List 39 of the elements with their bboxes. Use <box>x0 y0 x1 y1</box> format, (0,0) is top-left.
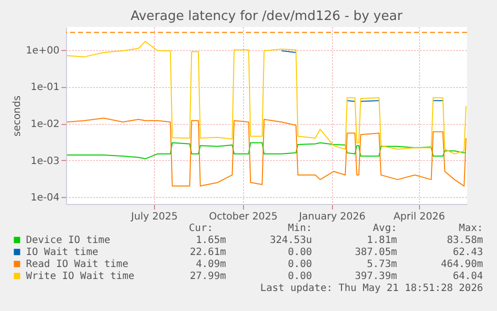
text: 1.65m <box>196 235 226 246</box>
text: 397.39m <box>354 271 397 282</box>
text: 324.53u <box>270 235 312 246</box>
text: 0.00 <box>288 271 312 282</box>
text: 0.00 <box>288 247 312 258</box>
text: 27.99m <box>190 271 226 282</box>
text: Min: <box>288 223 312 234</box>
y-tick-label: 1e-01 <box>30 82 60 94</box>
text: 83.58m <box>446 235 483 246</box>
text: Cur: <box>188 223 213 234</box>
text: 4.09m <box>196 259 226 270</box>
text: 1.81m <box>366 235 397 246</box>
text: 5.73m <box>366 259 397 270</box>
text: Last update: Thu May 21 18:51:28 2026 <box>260 283 483 294</box>
line-series <box>66 142 467 160</box>
text: 64.04 <box>452 271 483 282</box>
legend-label: Write IO Wait time <box>26 271 134 282</box>
y-tick-label: 1e-04 <box>30 192 60 204</box>
legend-label: IO Wait time <box>26 247 98 258</box>
y-tick-label: 1e-03 <box>30 156 60 167</box>
text: 0.00 <box>288 259 312 270</box>
x-tick-label: July 2025 <box>130 212 178 222</box>
y-tick-label: 1e+00 <box>26 45 60 56</box>
y-tick-label: 1e-02 <box>30 119 60 130</box>
text: Max: <box>458 223 483 234</box>
x-tick-label: October 2025 <box>209 212 278 222</box>
text: 62.43 <box>452 247 483 258</box>
chart-title: Average latency for /dev/md126 - by year <box>130 9 404 24</box>
x-tick-label: April 2026 <box>393 212 445 222</box>
x-tick-label: January 2026 <box>298 212 366 222</box>
legend-label: Read IO Wait time <box>26 259 128 270</box>
y-axis-title: seconds <box>12 96 23 136</box>
legend-label: Device IO time <box>26 235 110 246</box>
line-series <box>66 40 467 154</box>
text: 464.90m <box>440 259 483 270</box>
line-series <box>66 118 467 187</box>
text: 387.05m <box>354 247 397 258</box>
text: 22.61m <box>190 247 226 258</box>
text: Avg: <box>372 223 397 234</box>
